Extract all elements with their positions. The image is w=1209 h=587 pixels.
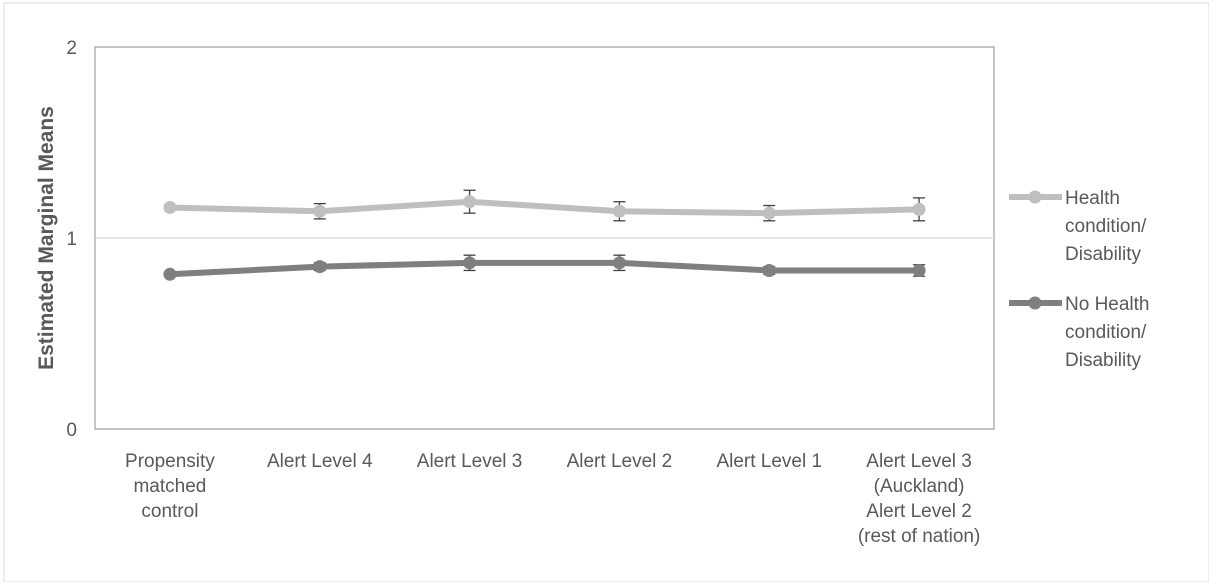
data-point — [612, 204, 626, 218]
x-tick-label: Propensity matched control — [125, 451, 215, 522]
legend-label: Health condition/Disability — [1065, 188, 1147, 265]
legend-marker — [1028, 296, 1042, 310]
series-line — [166, 259, 923, 278]
y-tick-label: 0 — [66, 420, 77, 441]
data-point — [463, 195, 477, 209]
data-point — [762, 206, 776, 220]
y-tick-label: 2 — [66, 38, 77, 59]
data-point — [163, 267, 177, 281]
data-point — [163, 200, 177, 214]
data-point — [313, 204, 327, 218]
y-axis-label: Estimated Marginal Means — [35, 106, 58, 370]
x-tick-label: Alert Level 4 — [267, 451, 373, 472]
data-point — [612, 256, 626, 270]
legend-item-1: Health condition/Disability — [1009, 188, 1147, 265]
x-tick-label: Alert Level 1 — [716, 451, 822, 472]
data-point — [463, 256, 477, 270]
series-2 — [163, 254, 926, 281]
data-point — [912, 263, 926, 277]
data-point — [313, 260, 327, 274]
x-tick-label: Alert Level 2 — [567, 451, 673, 472]
y-tick-label: 1 — [66, 229, 77, 250]
data-point — [912, 202, 926, 216]
series-1 — [163, 189, 926, 222]
series-line — [166, 198, 923, 217]
legend-marker — [1028, 190, 1042, 204]
data-point — [762, 263, 776, 277]
legend-item-2: No Health condition/Disability — [1009, 294, 1150, 371]
x-tick-label: Alert Level 3 (Auckland) Alert Level 2 (res… — [858, 451, 981, 547]
legend-label: No Health condition/Disability — [1065, 294, 1150, 371]
x-tick-label: Alert Level 3 — [417, 451, 523, 472]
